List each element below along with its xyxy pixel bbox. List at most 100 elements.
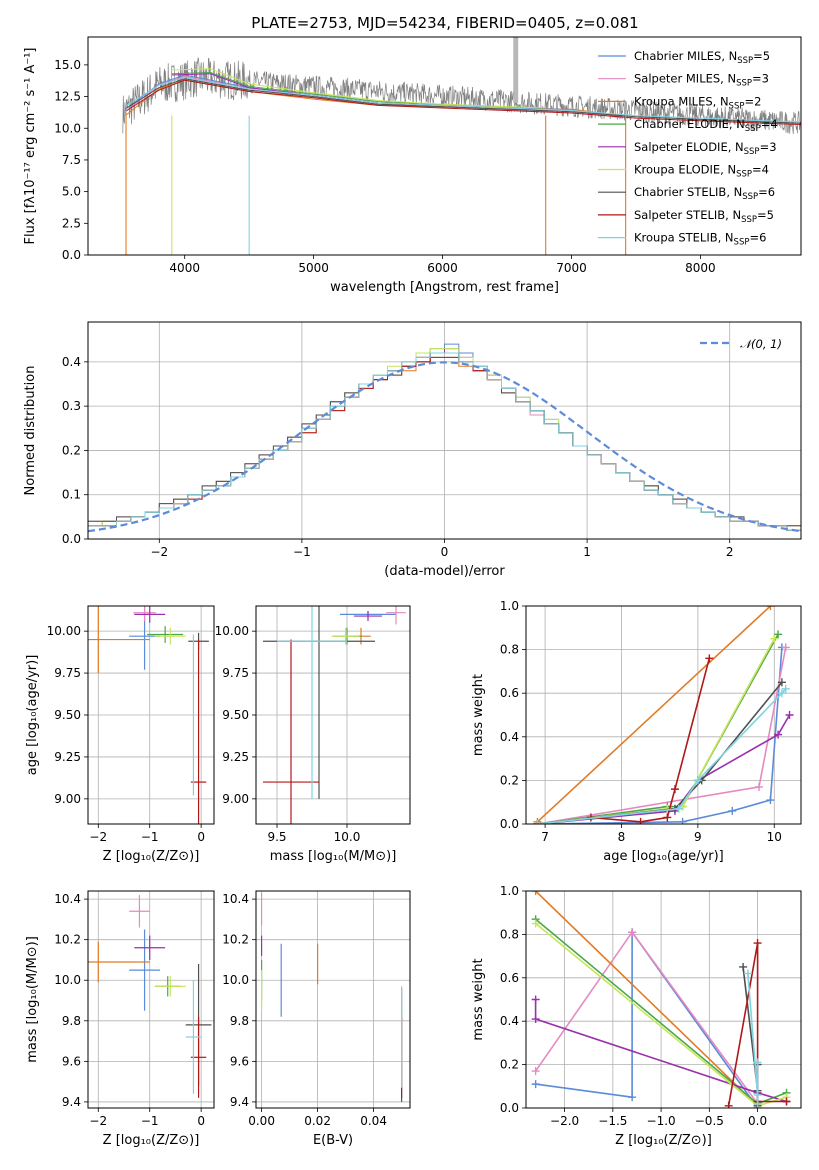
x-tick-label: 4000 [169, 261, 200, 275]
weight-point-marker [753, 1090, 762, 1099]
weight-point-marker [766, 796, 775, 805]
residuals-plot-area [88, 343, 801, 533]
y-tick-label: 7.5 [62, 153, 81, 167]
legend-entry: Chabrier MILES, NSSP=5 [634, 49, 770, 66]
x-tick-label: −0.5 [695, 1114, 724, 1128]
weight-point-marker [774, 630, 783, 639]
x-tick-label: −2.0 [550, 1114, 579, 1128]
x-axis-label: Z [log₁₀(Z/Z⊙)] [103, 1133, 200, 1148]
y-axis-label: mass [log₁₀(M/M⊙)] [25, 936, 40, 1063]
weight-line [536, 606, 771, 823]
weight-line [537, 647, 783, 824]
y-tick-label: 0.2 [62, 443, 81, 457]
y-tick-label: 0.6 [500, 686, 519, 700]
weight-point-marker [781, 643, 790, 652]
x-tick-label: −1 [293, 545, 311, 559]
y-tick-label: 9.25 [222, 750, 249, 764]
weight-point-marker [678, 817, 687, 824]
y-tick-label: 0.4 [62, 355, 81, 369]
z-age-panel: −2 −1 0 9.00 9.25 9.50 9.75 10.00 Z [log₁₀(Z/Z⊙)… [25, 605, 215, 864]
age-weight-plot-area [533, 606, 794, 824]
model-spectrum-line [126, 79, 801, 125]
legend-entry: Kroupa STELIB, NSSP=6 [634, 231, 766, 248]
normal-legend-label: 𝒩(0, 1) [740, 337, 782, 351]
y-tick-label: 0.4 [500, 730, 519, 744]
y-axis-label: age [log₁₀(age/yr)] [25, 655, 40, 776]
x-tick-label: 0.02 [304, 1114, 331, 1128]
weight-point-marker [705, 654, 714, 663]
x-tick-label: 0 [197, 830, 205, 844]
x-tick-label: 10 [767, 830, 782, 844]
mass-age-plot-area [263, 606, 406, 824]
y-tick-label: 10.2 [54, 933, 81, 947]
x-tick-label: 2 [726, 545, 734, 559]
z-mass-plot-area [88, 895, 212, 1098]
y-tick-label: 9.75 [54, 666, 81, 680]
y-tick-label: 10.4 [54, 892, 81, 906]
weight-point-marker [781, 684, 790, 693]
z-age-plot-area [88, 606, 209, 824]
z-mass-panel: −2 −1 0 9.4 9.6 9.8 10.0 10.2 10.4 Z [log₁₀(Z/Z⊙)… [25, 890, 215, 1148]
weight-point-marker [693, 776, 702, 785]
y-tick-label: 0.0 [500, 1101, 519, 1115]
weight-point-marker [663, 813, 672, 822]
z-weight-panel: −2.0 −1.5 −1.0 −0.5 0.0 0.0 0.2 0.4 0.6 0.8 1.0 Z [… [471, 884, 802, 1148]
x-axis-label: (data-model)/error [384, 564, 505, 579]
axes-frame [255, 890, 411, 1109]
weight-point-marker [774, 730, 783, 739]
y-tick-label: 1.0 [500, 599, 519, 613]
y-tick-label: 9.8 [62, 1014, 81, 1028]
residuals-panel: −2 −1 0 1 2 0.0 0.1 0.2 0.3 0.4 (data-model)/error… [23, 321, 802, 579]
y-tick-label: 9.8 [230, 1014, 249, 1028]
y-tick-label: 0.0 [500, 817, 519, 831]
weight-point-marker [777, 689, 786, 698]
model-spectrum-line [126, 77, 801, 123]
weight-point-marker [531, 919, 540, 928]
weight-point-marker [533, 820, 542, 824]
age-weight-panel: 7 8 9 10 0.0 0.2 0.4 0.6 0.8 1.0 age [log₁₀(age/yr… [471, 599, 802, 864]
x-tick-label: 9 [694, 830, 702, 844]
y-tick-label: 0.1 [62, 488, 81, 502]
x-axis-label: wavelength [Angstrom, rest frame] [330, 280, 559, 295]
x-tick-label: 6000 [427, 261, 458, 275]
y-tick-label: 10.0 [54, 121, 81, 135]
axes-frame [525, 605, 802, 825]
weight-point-marker [785, 711, 794, 719]
legend-entry: Chabrier STELIB, NSSP=6 [634, 185, 775, 202]
x-tick-label: 7000 [556, 261, 587, 275]
legend-entry: Salpeter STELIB, NSSP=5 [634, 208, 774, 225]
y-tick-label: 9.75 [222, 666, 249, 680]
y-tick-label: 10.4 [222, 892, 249, 906]
weight-line [537, 647, 787, 824]
x-tick-label: −1 [141, 1114, 159, 1128]
x-tick-label: 1 [583, 545, 591, 559]
mass-age-panel: 9.5 10.0 9.00 9.25 9.50 9.75 10.00 mass [log₁₀(… [215, 605, 411, 864]
y-tick-label: 9.25 [54, 750, 81, 764]
weight-line [590, 658, 711, 823]
weight-line [535, 891, 759, 1107]
axes-frame [87, 890, 215, 1109]
y-tick-label: 0.0 [62, 248, 81, 262]
x-tick-label: −1.0 [647, 1114, 676, 1128]
legend-entry: Chabrier ELODIE, NSSP=4 [634, 117, 778, 134]
y-tick-label: 9.6 [62, 1054, 81, 1068]
x-tick-label: 8 [618, 830, 626, 844]
weight-point-marker [770, 634, 779, 643]
x-tick-label: −2 [89, 830, 107, 844]
y-tick-label: 0.3 [62, 399, 81, 413]
weight-point-marker [753, 939, 762, 948]
y-tick-label: 0.6 [500, 971, 519, 985]
weight-line [534, 999, 787, 1103]
model-spectrum-line [171, 68, 546, 109]
y-tick-label: 10.0 [222, 973, 249, 987]
y-tick-label: 0.8 [500, 927, 519, 941]
figure-title: PLATE=2753, MJD=54234, FIBERID=0405, z=0… [251, 14, 638, 32]
x-axis-label: Z [log₁₀(Z/Z⊙)] [103, 849, 200, 864]
weight-point-marker [753, 1099, 762, 1108]
x-axis-label: mass [log₁₀(M/M⊙)] [270, 849, 397, 864]
weight-point-marker [753, 1058, 762, 1067]
model-spectrum-line [126, 78, 801, 124]
weight-point-marker [670, 785, 679, 794]
x-axis-label: E(B-V) [313, 1133, 353, 1148]
